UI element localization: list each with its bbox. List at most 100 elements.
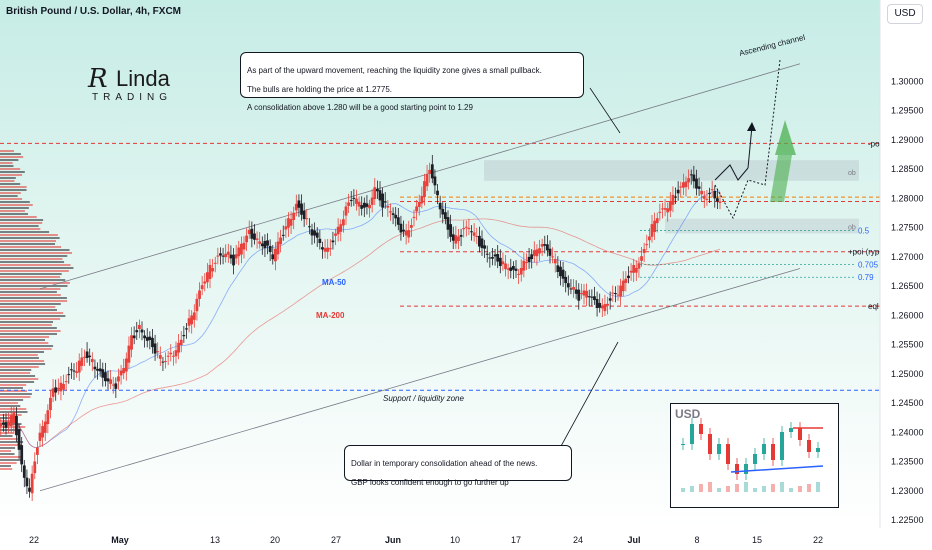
projection-up-arrowhead (747, 122, 756, 131)
candle-body (273, 248, 277, 262)
inset-candle-body (699, 424, 703, 434)
candle-body (396, 217, 400, 225)
inset-candle-body (789, 428, 793, 432)
time-axis: 22 May 13 20 27 Jun 10 17 24 Jul 8 15 22 (0, 528, 880, 550)
candle-body (566, 283, 570, 288)
inset-candle-body (735, 464, 739, 474)
candle-body (381, 193, 385, 208)
candle-body (357, 201, 361, 207)
candle-body (661, 208, 664, 210)
candle-body (51, 388, 55, 397)
candle-body (75, 371, 79, 373)
candle-body (491, 257, 494, 259)
candle-body (49, 397, 52, 411)
candle-body (459, 234, 463, 237)
candle-body (504, 263, 507, 270)
candle-body (331, 240, 335, 243)
volume-profile-bar (0, 237, 60, 239)
candle-body (80, 357, 84, 366)
volume-profile-bar (0, 363, 46, 365)
bottom-callout-line-1: Dollar in temporary consolidation ahead … (351, 459, 538, 469)
time-tick-label: 10 (450, 535, 460, 545)
fib-level-label: 0.705 (858, 260, 879, 269)
candle-body (59, 382, 63, 392)
ma200-line (0, 218, 721, 448)
candle-body (62, 383, 65, 390)
candle-body (514, 268, 518, 271)
volume-profile-bar (0, 270, 69, 272)
candle-body (483, 245, 487, 249)
candle-body (574, 289, 578, 294)
volume-profile-bar (0, 150, 15, 152)
candle-body (187, 318, 191, 326)
candle-body (632, 264, 636, 273)
candle-body (216, 255, 220, 257)
usd-index-inset: USD (670, 403, 839, 508)
candle-body (553, 259, 557, 264)
projection-paths (559, 59, 796, 449)
volume-profile-bar (0, 279, 66, 281)
volume-profile-bar (0, 354, 38, 356)
volume-profile-bar (0, 318, 61, 320)
volume-profile-bar (0, 225, 39, 227)
volume-profile-bar (0, 276, 61, 278)
candle-body (627, 275, 630, 279)
support-zone-label: Support / liquidity zone (383, 394, 464, 403)
candle-body (20, 445, 24, 465)
volume-profile-bar (0, 453, 15, 455)
time-tick-label: 8 (694, 535, 699, 545)
candle-body (41, 426, 45, 438)
volume-profile-bar (0, 333, 57, 335)
inset-candle-body (726, 444, 730, 464)
candle-body (423, 181, 426, 197)
candle-body (239, 243, 243, 255)
volume-profile-bar (0, 456, 21, 458)
volume-profile-bar (0, 372, 31, 374)
ma200-label: MA-200 (316, 311, 345, 320)
candle-body (174, 350, 178, 357)
candle-body (347, 202, 351, 206)
volume-profile-bar (0, 399, 24, 401)
candle-body (676, 189, 680, 194)
candle-body (475, 235, 479, 237)
candle-body (472, 232, 476, 236)
volume-profile-bar (0, 177, 16, 179)
candle-body (600, 305, 604, 309)
currency-button[interactable]: USD (887, 4, 923, 24)
volume-profile-bar (0, 336, 50, 338)
volume-profile-bar (0, 171, 25, 173)
candle-body (93, 366, 97, 370)
candle-body (378, 190, 382, 201)
volume-profile-bar (0, 420, 16, 422)
candle-body (621, 280, 625, 292)
candle-body (454, 235, 458, 244)
candle-body (368, 205, 371, 209)
volume-profile-bar (0, 369, 32, 371)
volume-profile-bar (0, 183, 21, 185)
candle-body (203, 281, 207, 284)
candle-body (498, 257, 502, 266)
candle-body (569, 288, 573, 290)
candle-body (650, 224, 654, 237)
candle-body (169, 352, 173, 355)
candle-body (35, 447, 39, 455)
top-callout-pointer (589, 87, 621, 134)
candle-body (245, 235, 249, 243)
price-tick-label: 1.24000 (891, 427, 924, 437)
candle-body (556, 265, 560, 272)
volume-profile-bar (0, 258, 63, 260)
volume-profile-bar (0, 357, 39, 359)
candle-body (271, 254, 275, 260)
price-tick-label: 1.23500 (891, 457, 924, 467)
volume-profile-bar (0, 213, 28, 215)
top-callout-line-2: The bulls are holding the price at 1.277… (247, 84, 392, 94)
candle-body (373, 187, 377, 200)
price-tick-label: 1.26000 (891, 310, 924, 320)
candle-body (467, 227, 471, 230)
inset-volume-bar (789, 488, 793, 492)
volume-profile-bar (0, 306, 56, 308)
time-tick-label: May (111, 535, 129, 545)
candle-body (538, 248, 541, 254)
candle-body (143, 335, 147, 339)
candle-body (33, 461, 37, 474)
